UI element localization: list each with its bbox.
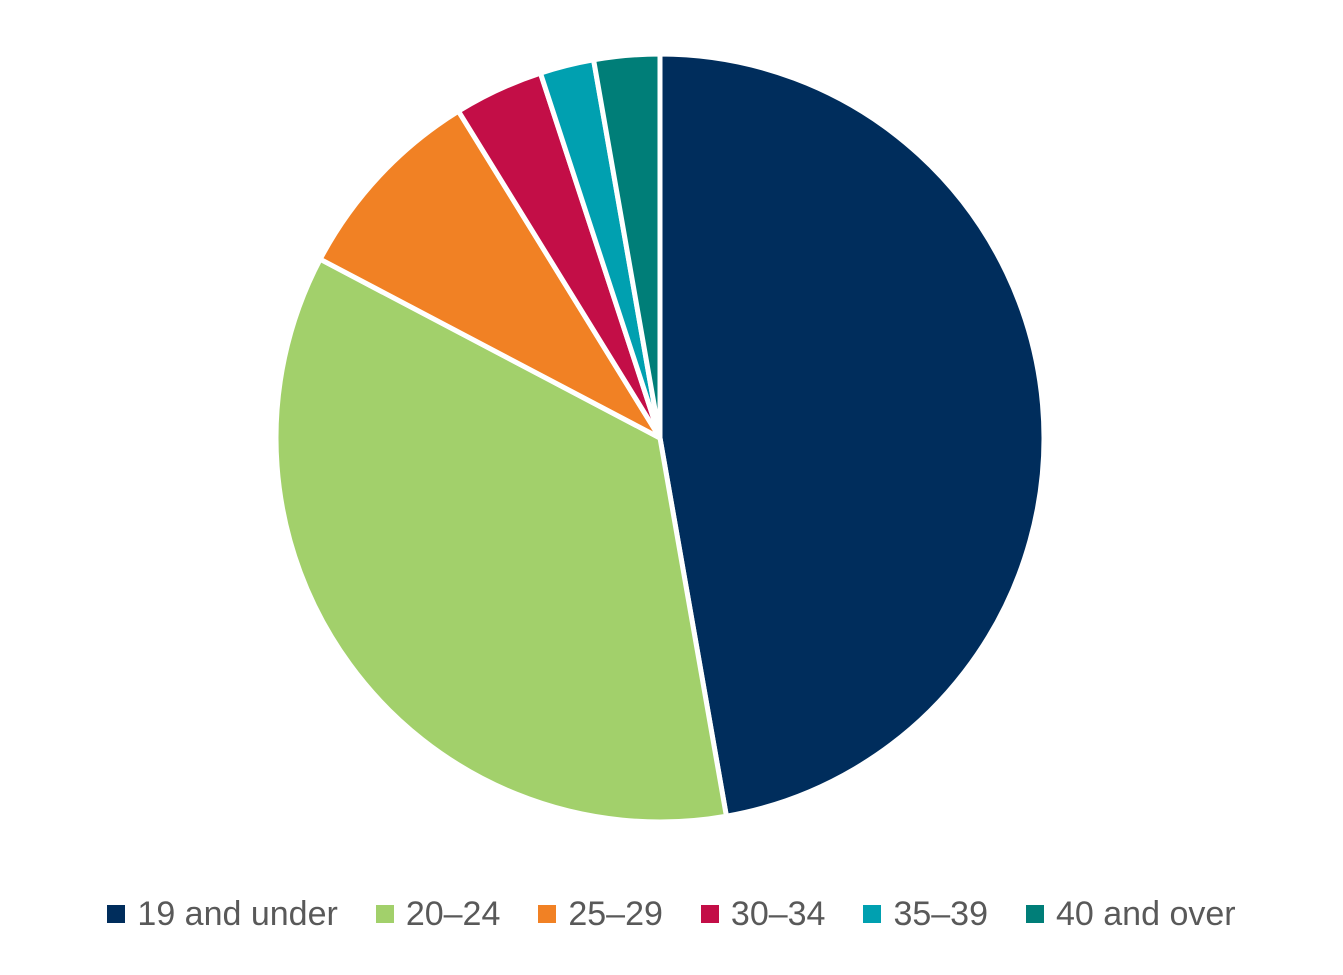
- legend-item-19-and-under: 19 and under: [107, 895, 338, 933]
- pie-slice-19-and-under: [657, 51, 1047, 819]
- pie-chart: [273, 51, 1047, 825]
- legend-swatch: [538, 905, 557, 923]
- legend-swatch: [700, 905, 719, 923]
- pie-slice-20-24: [273, 256, 729, 825]
- legend-label: 19 and under: [137, 895, 338, 933]
- legend-item-35-39: 35–39: [863, 897, 988, 931]
- legend-item-30-34: 30–34: [700, 895, 826, 933]
- legend-item-25-29: 25–29: [538, 897, 663, 931]
- legend-swatch: [1026, 905, 1044, 923]
- pie-slice-40-and-over: [591, 51, 663, 441]
- pie-slice-25-29: [317, 108, 663, 441]
- legend-label: 30–34: [730, 895, 826, 933]
- legend-label: 20–24: [405, 895, 501, 933]
- legend-label: 35–39: [893, 895, 988, 933]
- legend-swatch: [107, 905, 126, 923]
- legend-item-20-24: 20–24: [375, 895, 501, 933]
- legend-label: 40 and over: [1056, 895, 1236, 933]
- chart-legend: 19 and under 20–24 25–29 30–34 35–39 40 …: [0, 888, 1343, 940]
- legend-label: 25–29: [568, 895, 663, 933]
- legend-swatch: [375, 905, 394, 923]
- legend-item-40-and-over: 40 and over: [1026, 897, 1236, 931]
- legend-swatch: [863, 905, 882, 923]
